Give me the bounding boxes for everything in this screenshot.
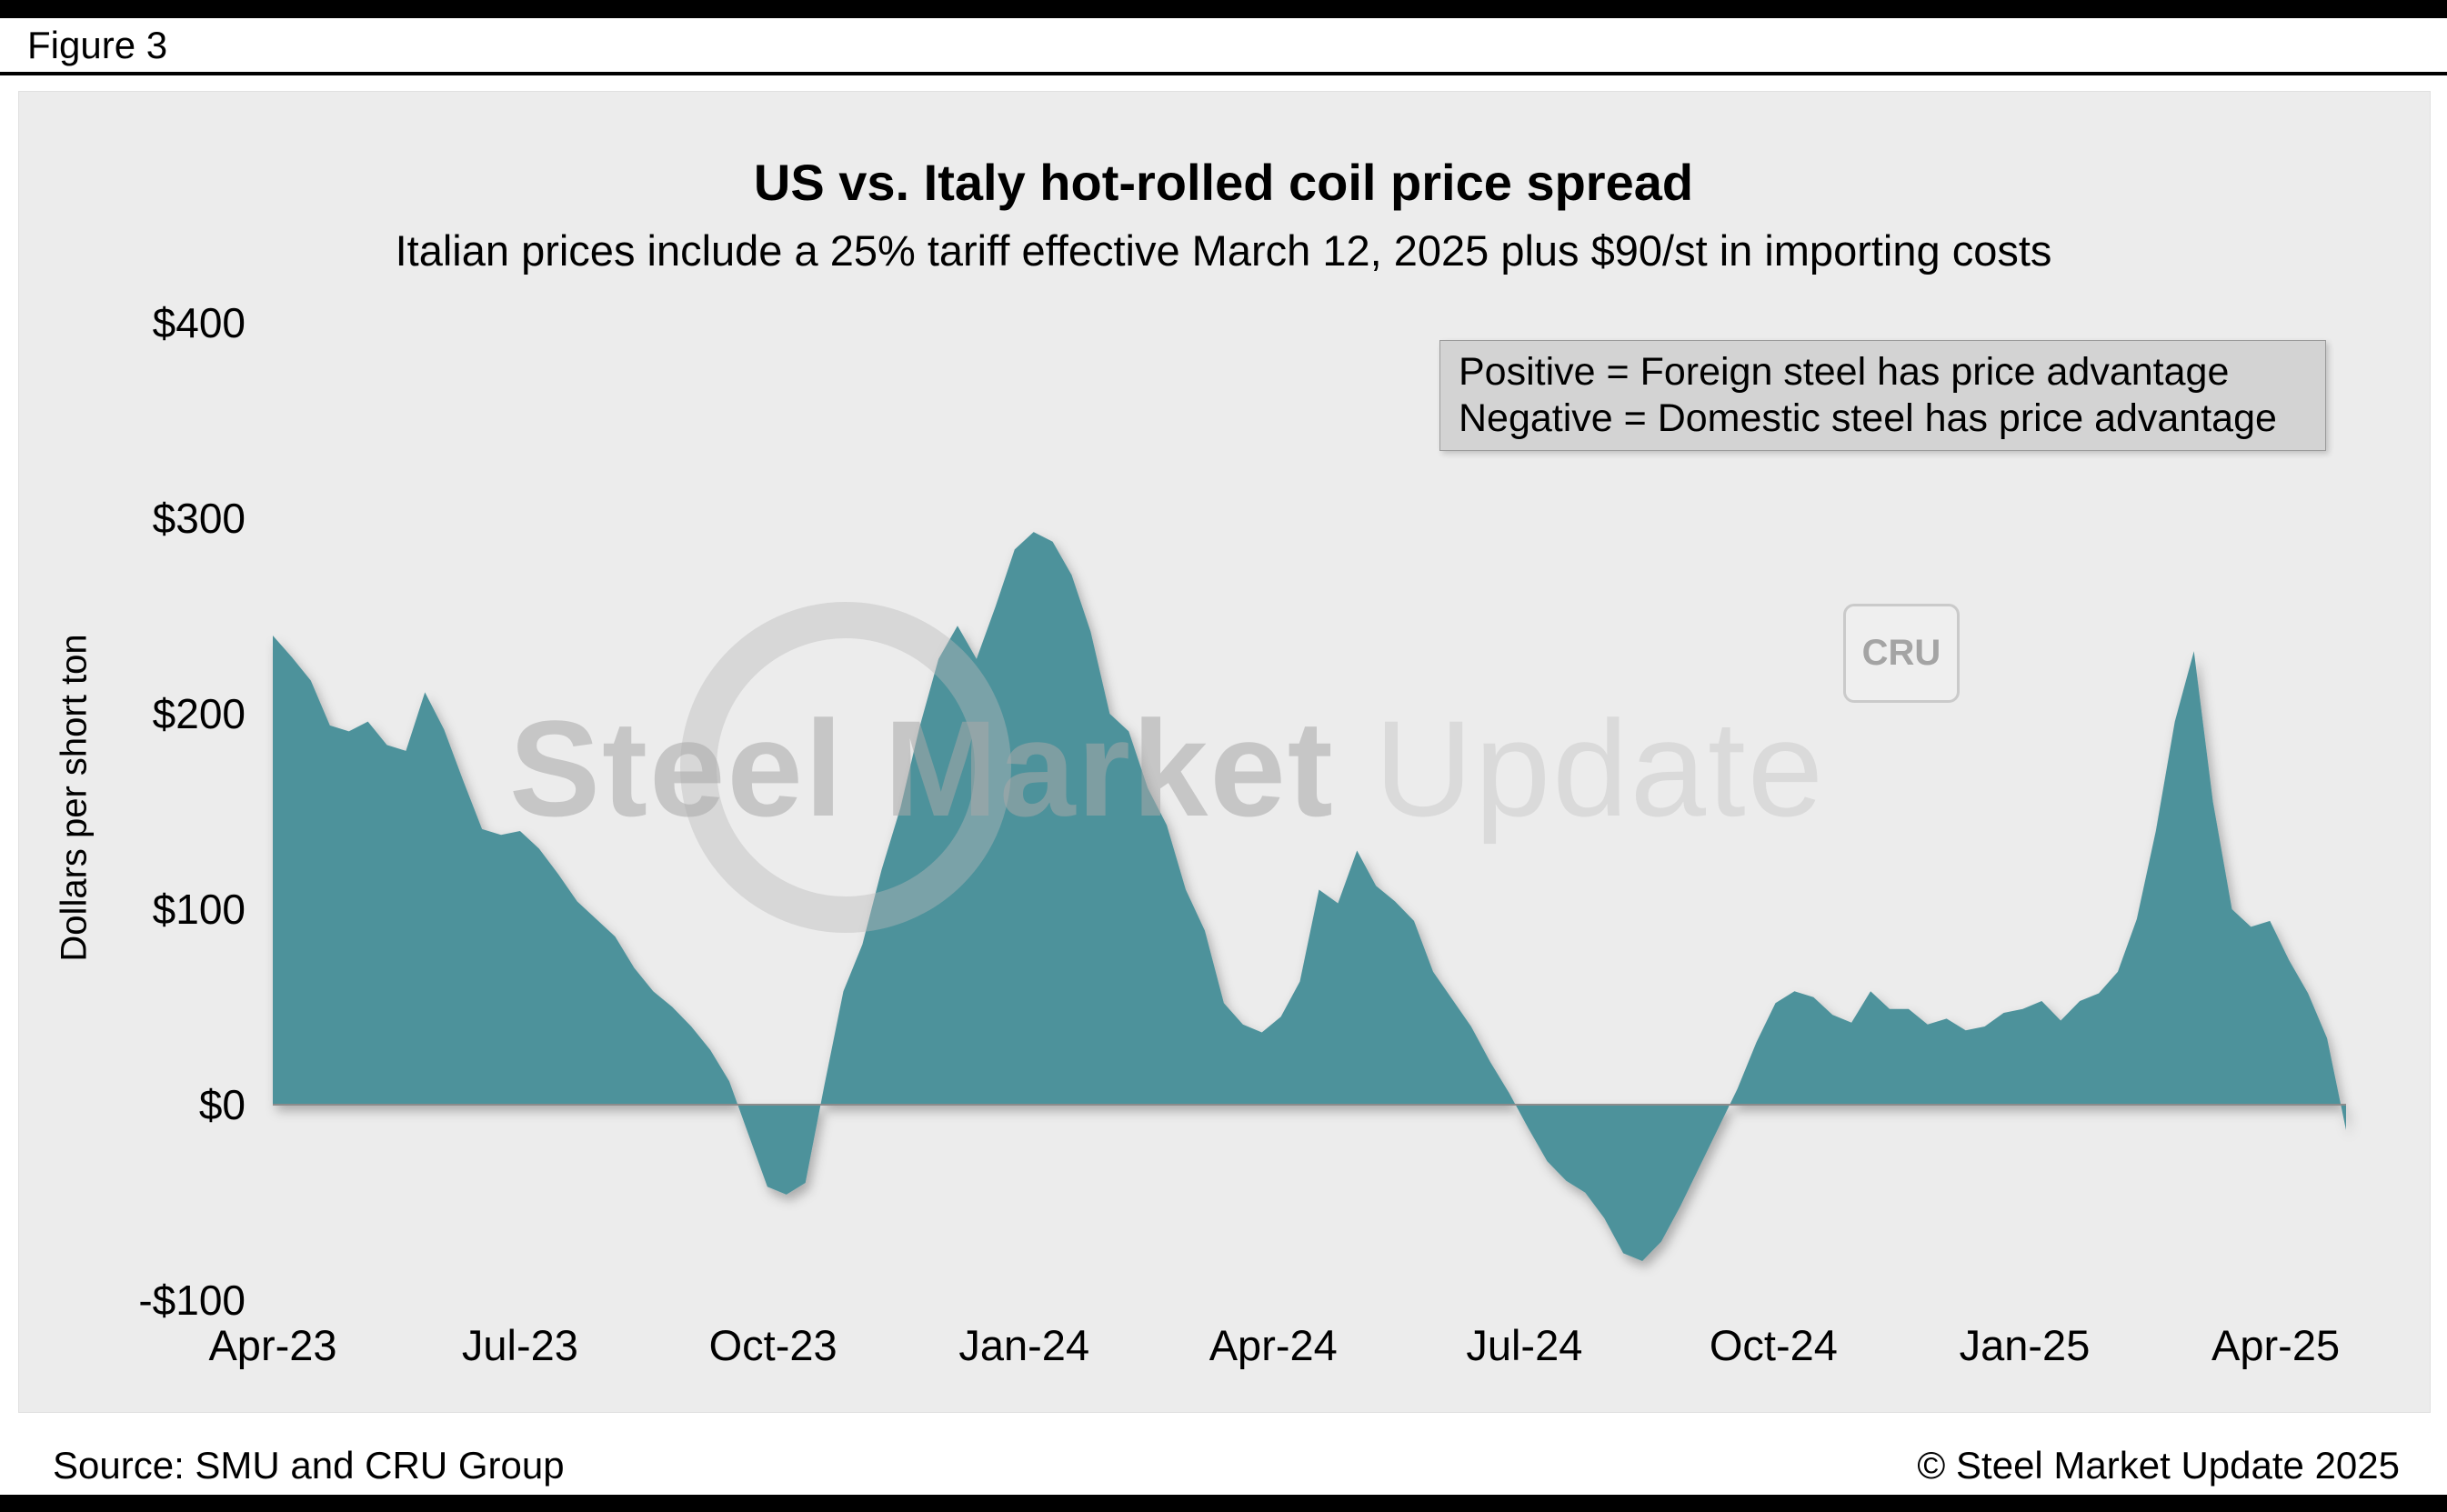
bottom-border-bar — [0, 1495, 2447, 1512]
chart-subtitle: Italian prices include a 25% tariff effe… — [395, 226, 2052, 275]
y-axis-tick-label: $400 — [152, 299, 246, 346]
source-note: Source: SMU and CRU Group — [53, 1444, 565, 1487]
watermark-text-bold: Steel Market — [509, 692, 1335, 845]
cru-logo-badge: CRU — [1843, 604, 1960, 703]
y-axis-tick-label: $100 — [152, 886, 246, 933]
chart-title: US vs. Italy hot-rolled coil price sprea… — [753, 154, 1694, 211]
figure-number-label: Figure 3 — [27, 24, 168, 66]
x-axis-tick-label: Jul-24 — [1466, 1321, 1583, 1369]
x-axis-tick-label: Apr-24 — [1208, 1321, 1338, 1369]
x-axis-tick-label: Oct-24 — [1709, 1321, 1838, 1369]
x-axis-tick-label: Apr-25 — [2211, 1321, 2341, 1369]
copyright-note: © Steel Market Update 2025 — [1917, 1444, 2400, 1487]
x-axis-tick-label: Oct-23 — [708, 1321, 837, 1369]
legend-line-positive: Positive = Foreign steel has price advan… — [1459, 350, 2230, 394]
cru-logo-text: CRU — [1861, 633, 1941, 673]
y-axis-tick-label: $0 — [198, 1081, 246, 1128]
y-axis-tick-label: $200 — [152, 690, 246, 737]
y-axis-tick-label: -$100 — [138, 1277, 246, 1324]
x-axis-tick-label: Apr-23 — [208, 1321, 337, 1369]
y-axis-tick-label: $300 — [152, 495, 246, 542]
x-axis-tick-label: Jul-23 — [461, 1321, 578, 1369]
top-border-bar — [0, 0, 2447, 18]
watermark-text: Steel Market Update — [509, 700, 1825, 836]
watermark-text-light: Update — [1334, 692, 1826, 845]
header-divider-line — [0, 72, 2447, 75]
x-axis-tick-label: Jan-25 — [1959, 1321, 2091, 1369]
legend-box: Positive = Foreign steel has price advan… — [1439, 340, 2326, 451]
legend-line-negative: Negative = Domestic steel has price adva… — [1459, 396, 2277, 440]
x-axis-tick-label: Jan-24 — [958, 1321, 1090, 1369]
